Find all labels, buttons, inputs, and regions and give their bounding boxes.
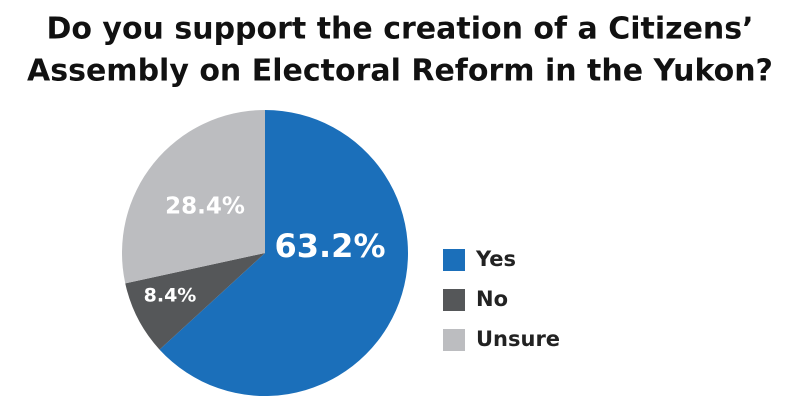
value-label: 8.4% bbox=[144, 285, 197, 307]
legend-swatch bbox=[443, 289, 465, 311]
pie-slice bbox=[121, 110, 265, 284]
legend-label: Yes bbox=[475, 247, 516, 271]
legend-swatch bbox=[443, 329, 465, 351]
legend-label: Unsure bbox=[476, 327, 560, 351]
value-label: 28.4% bbox=[165, 194, 245, 220]
legend-label: No bbox=[476, 287, 508, 311]
pie-slice bbox=[159, 110, 408, 397]
pie-slice bbox=[125, 253, 265, 350]
legend-swatch bbox=[443, 249, 465, 271]
chart-title: Assembly on Electoral Reform in the Yuko… bbox=[27, 54, 773, 89]
value-label: 63.2% bbox=[274, 227, 385, 265]
chart-title: Do you support the creation of a Citizen… bbox=[46, 12, 753, 47]
